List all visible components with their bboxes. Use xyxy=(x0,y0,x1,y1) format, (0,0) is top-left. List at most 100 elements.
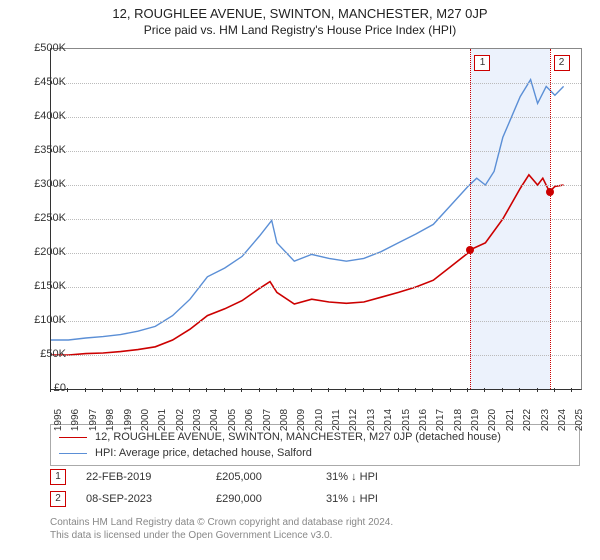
x-tick-label: 2022 xyxy=(522,409,533,431)
gridline-h xyxy=(51,287,581,288)
marker-line-2 xyxy=(550,49,551,389)
marker-line-1 xyxy=(470,49,471,389)
event-delta: 31% ↓ HPI xyxy=(326,493,446,505)
y-tick-label: £300K xyxy=(16,178,66,190)
gridline-h xyxy=(51,355,581,356)
event-date: 08-SEP-2023 xyxy=(86,493,216,505)
x-tick xyxy=(85,388,86,392)
x-tick-label: 2020 xyxy=(487,409,498,431)
x-tick-label: 2021 xyxy=(505,409,516,431)
x-tick-label: 2018 xyxy=(453,409,464,431)
event-row: 2 08-SEP-2023£290,00031% ↓ HPI xyxy=(50,488,580,510)
x-tick-label: 2019 xyxy=(470,409,481,431)
x-tick xyxy=(554,388,555,392)
event-marker-badge: 1 xyxy=(50,469,66,485)
x-tick-label: 2007 xyxy=(262,409,273,431)
x-tick xyxy=(137,388,138,392)
event-delta: 31% ↓ HPI xyxy=(326,471,446,483)
y-tick-label: £100K xyxy=(16,314,66,326)
marker-badge-1: 1 xyxy=(474,55,490,71)
sale-dot-1 xyxy=(466,246,474,254)
event-row: 122-FEB-2019£205,00031% ↓ HPI xyxy=(50,466,580,488)
chart-title-address: 12, ROUGHLEE AVENUE, SWINTON, MANCHESTER… xyxy=(0,6,600,21)
x-tick-label: 2010 xyxy=(314,409,325,431)
x-tick-label: 1999 xyxy=(123,409,134,431)
y-tick-label: £350K xyxy=(16,144,66,156)
x-tick-label: 2006 xyxy=(244,409,255,431)
x-tick xyxy=(241,388,242,392)
x-tick-label: 2001 xyxy=(157,409,168,431)
x-tick xyxy=(571,388,572,392)
x-tick xyxy=(293,388,294,392)
x-tick-label: 2017 xyxy=(435,409,446,431)
x-tick xyxy=(450,388,451,392)
x-tick xyxy=(380,388,381,392)
x-tick xyxy=(432,388,433,392)
title-block: 12, ROUGHLEE AVENUE, SWINTON, MANCHESTER… xyxy=(0,0,600,37)
gridline-h xyxy=(51,219,581,220)
chart-subtitle: Price paid vs. HM Land Registry's House … xyxy=(0,23,600,37)
y-tick-label: £0 xyxy=(16,382,66,394)
legend-row: 12, ROUGHLEE AVENUE, SWINTON, MANCHESTER… xyxy=(59,429,571,445)
x-tick xyxy=(276,388,277,392)
event-price: £205,000 xyxy=(216,471,326,483)
x-tick-label: 2014 xyxy=(383,409,394,431)
x-tick xyxy=(398,388,399,392)
x-tick xyxy=(259,388,260,392)
x-tick xyxy=(206,388,207,392)
footer-line-2: This data is licensed under the Open Gov… xyxy=(50,529,580,542)
x-tick-label: 2015 xyxy=(401,409,412,431)
x-tick xyxy=(467,388,468,392)
x-tick xyxy=(154,388,155,392)
gridline-h xyxy=(51,151,581,152)
x-tick-label: 2013 xyxy=(366,409,377,431)
y-tick-label: £500K xyxy=(16,42,66,54)
x-tick xyxy=(224,388,225,392)
y-tick-label: £150K xyxy=(16,280,66,292)
y-tick-label: £250K xyxy=(16,212,66,224)
x-tick xyxy=(120,388,121,392)
gridline-h xyxy=(51,83,581,84)
marker-badge-2: 2 xyxy=(554,55,570,71)
x-tick xyxy=(484,388,485,392)
x-tick-label: 1996 xyxy=(70,409,81,431)
x-tick-label: 2011 xyxy=(331,409,342,431)
x-tick-label: 2024 xyxy=(557,409,568,431)
legend-label: HPI: Average price, detached house, Salf… xyxy=(95,447,312,459)
footer-line-1: Contains HM Land Registry data © Crown c… xyxy=(50,516,580,529)
x-tick-label: 2025 xyxy=(574,409,585,431)
gridline-h xyxy=(51,117,581,118)
x-tick-label: 2002 xyxy=(175,409,186,431)
x-tick xyxy=(502,388,503,392)
y-tick-label: £50K xyxy=(16,348,66,360)
x-tick-label: 2000 xyxy=(140,409,151,431)
x-tick xyxy=(189,388,190,392)
x-tick-label: 2003 xyxy=(192,409,203,431)
x-tick xyxy=(67,388,68,392)
x-tick xyxy=(519,388,520,392)
x-tick xyxy=(311,388,312,392)
x-tick xyxy=(363,388,364,392)
footer-attribution: Contains HM Land Registry data © Crown c… xyxy=(50,516,580,542)
x-tick-label: 1995 xyxy=(53,409,64,431)
x-tick-label: 2005 xyxy=(227,409,238,431)
y-tick-label: £450K xyxy=(16,76,66,88)
event-price: £290,000 xyxy=(216,493,326,505)
x-tick xyxy=(102,388,103,392)
legend-row: HPI: Average price, detached house, Salf… xyxy=(59,445,571,461)
y-tick-label: £400K xyxy=(16,110,66,122)
event-marker-badge: 2 xyxy=(50,491,66,507)
series-line-price_paid xyxy=(51,175,564,355)
gridline-h xyxy=(51,185,581,186)
sale-dot-2 xyxy=(546,188,554,196)
gridline-h xyxy=(51,253,581,254)
x-tick-label: 2004 xyxy=(209,409,220,431)
x-tick-label: 1997 xyxy=(88,409,99,431)
y-tick-label: £200K xyxy=(16,246,66,258)
legend-swatch xyxy=(59,453,87,454)
x-tick xyxy=(537,388,538,392)
x-tick xyxy=(415,388,416,392)
x-tick-label: 1998 xyxy=(105,409,116,431)
legend-swatch xyxy=(59,437,87,438)
chart-container: 12, ROUGHLEE AVENUE, SWINTON, MANCHESTER… xyxy=(0,0,600,560)
